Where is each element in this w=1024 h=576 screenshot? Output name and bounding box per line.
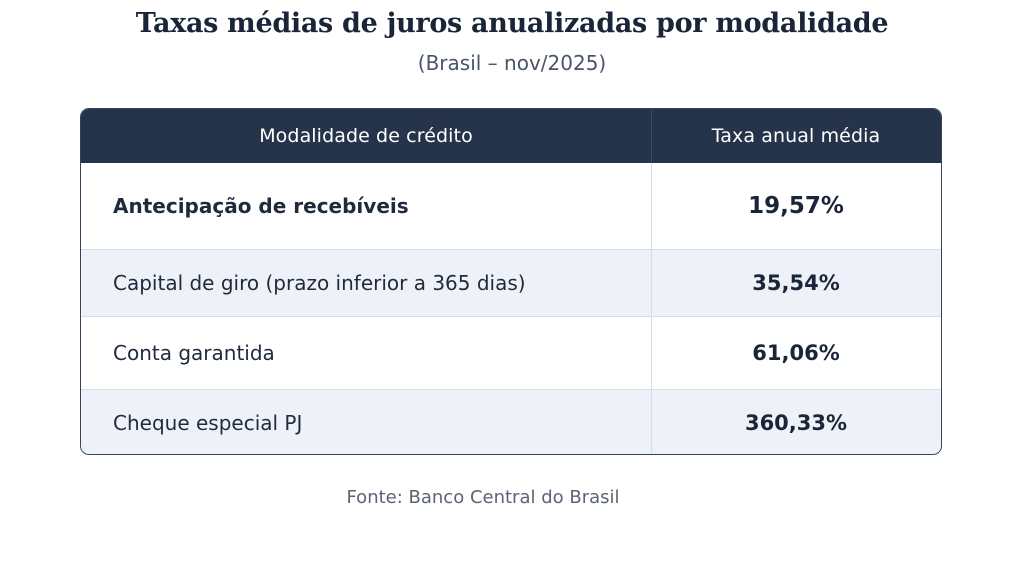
- modalidade-cell: Antecipação de recebíveis: [81, 163, 652, 249]
- table-row: Cheque especial PJ 360,33%: [81, 389, 941, 454]
- rates-table: Modalidade de crédito Taxa anual média A…: [80, 108, 942, 455]
- modalidade-cell: Capital de giro (prazo inferior a 365 di…: [81, 250, 652, 316]
- taxa-cell: 61,06%: [752, 341, 840, 365]
- table-header-row: Modalidade de crédito Taxa anual média: [81, 109, 941, 163]
- taxa-cell: 360,33%: [744, 410, 848, 435]
- chart-title: Taxas médias de juros anualizadas por mo…: [135, 8, 889, 39]
- taxa-cell: 19,57%: [748, 193, 844, 219]
- taxa-cell: 35,54%: [752, 271, 840, 295]
- column-header-taxa: Taxa anual média: [711, 125, 881, 147]
- modalidade-cell: Cheque especial PJ: [81, 390, 652, 454]
- table-row: Conta garantida 61,06%: [81, 316, 941, 389]
- source-note: Fonte: Banco Central do Brasil: [346, 487, 620, 508]
- table-row: Capital de giro (prazo inferior a 365 di…: [81, 249, 941, 316]
- column-header-modalidade: Modalidade de crédito: [81, 109, 652, 163]
- modalidade-cell: Conta garantida: [81, 317, 652, 389]
- table-row: Antecipação de recebíveis 19,57%: [81, 163, 941, 249]
- chart-subtitle: (Brasil – nov/2025): [417, 51, 607, 75]
